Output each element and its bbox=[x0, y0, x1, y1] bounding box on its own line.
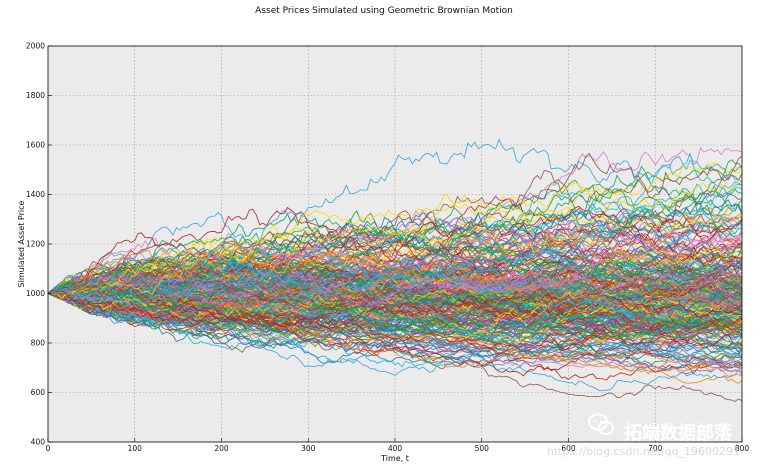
axis-ticks: 0 100 200 300 400 500 600 700 800 400 600 800 1000 12… bbox=[26, 42, 749, 454]
simulated-path bbox=[47, 261, 743, 343]
y-tick-label: 1400 bbox=[26, 190, 45, 199]
simulated-path bbox=[47, 293, 743, 356]
simulated-path bbox=[47, 290, 743, 339]
simulated-path bbox=[47, 293, 743, 368]
simulated-path bbox=[47, 280, 743, 340]
x-tick-label: 500 bbox=[475, 444, 490, 453]
simulated-path bbox=[47, 205, 743, 294]
y-tick-label: 600 bbox=[31, 388, 46, 397]
simulated-path bbox=[47, 290, 743, 357]
simulated-path bbox=[47, 279, 743, 358]
simulated-path bbox=[47, 293, 743, 392]
x-tick-label: 400 bbox=[388, 444, 403, 453]
simulated-path bbox=[47, 228, 743, 302]
simulated-path bbox=[47, 255, 742, 307]
y-tick-label: 2000 bbox=[26, 42, 45, 51]
simulated-path bbox=[48, 225, 743, 300]
simulated-path bbox=[47, 242, 743, 316]
x-tick-label: 100 bbox=[128, 444, 143, 453]
simulated-path bbox=[47, 278, 743, 311]
watermark-url: https://blog.csdn.net/qq_19600291 bbox=[547, 445, 740, 458]
simulated-path bbox=[47, 291, 743, 368]
x-tick-label: 0 bbox=[46, 444, 51, 453]
simulated-path bbox=[47, 251, 743, 322]
y-tick-label: 1800 bbox=[26, 91, 45, 100]
x-tick-label: 200 bbox=[214, 444, 229, 453]
simulated-path bbox=[47, 138, 743, 294]
y-tick-label: 800 bbox=[31, 339, 46, 348]
x-tick-label: 800 bbox=[735, 444, 750, 453]
x-axis-label: Time, t bbox=[380, 454, 409, 463]
simulated-path bbox=[47, 288, 743, 336]
y-tick-label: 1000 bbox=[26, 289, 45, 298]
y-tick-label: 1200 bbox=[26, 240, 45, 249]
simulated-path bbox=[47, 216, 742, 295]
wechat-icon bbox=[588, 413, 614, 435]
watermark: 拓端数据部落 https://blog.csdn.net/qq_19600291 bbox=[547, 413, 740, 458]
simulated-path bbox=[47, 271, 743, 361]
x-tick-label: 700 bbox=[648, 444, 663, 453]
simulated-path bbox=[47, 266, 743, 309]
simulated-path bbox=[47, 248, 743, 308]
simulated-path bbox=[48, 290, 743, 402]
y-tick-label: 400 bbox=[31, 438, 46, 447]
simulated-path bbox=[47, 271, 743, 314]
simulated-path bbox=[47, 286, 743, 343]
y-axis-label: Simulated Asset Price bbox=[17, 200, 26, 287]
simulated-path bbox=[47, 184, 743, 295]
simulated-path bbox=[47, 286, 743, 377]
x-tick-label: 600 bbox=[561, 444, 576, 453]
simulated-path bbox=[47, 179, 743, 297]
simulated-path bbox=[47, 225, 743, 305]
simulated-path bbox=[47, 289, 743, 328]
y-tick-label: 1600 bbox=[26, 141, 45, 150]
x-tick-label: 300 bbox=[301, 444, 316, 453]
watermark-brand: 拓端数据部落 bbox=[624, 422, 733, 444]
simulated-path bbox=[47, 179, 743, 299]
simulated-path bbox=[47, 220, 743, 302]
chart-title: Asset Prices Simulated using Geometric B… bbox=[255, 6, 513, 16]
series-paths bbox=[47, 138, 743, 402]
simulated-path bbox=[47, 265, 743, 322]
simulated-path bbox=[47, 152, 743, 298]
